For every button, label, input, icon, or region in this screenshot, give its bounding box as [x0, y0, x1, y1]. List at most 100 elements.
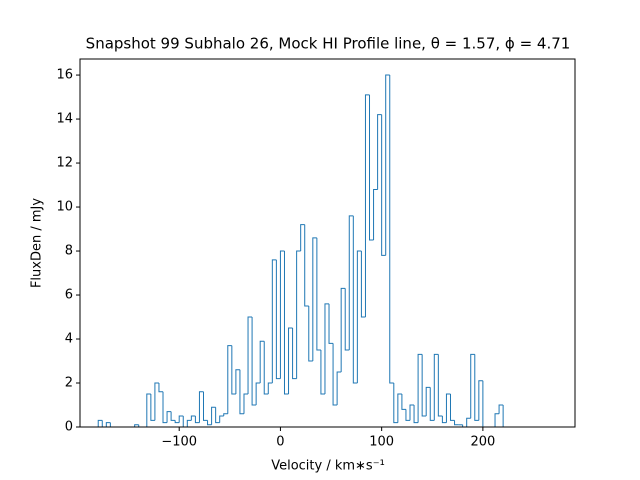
histogram-step: [154, 382, 159, 421]
histogram-step: [105, 422, 111, 427]
histogram-step: [316, 237, 321, 351]
histogram-step: [389, 75, 394, 384]
histogram-step: [275, 259, 281, 380]
y-tick-label: 6: [65, 288, 73, 303]
histogram-step: [263, 341, 269, 395]
histogram-step: [235, 369, 240, 395]
histogram-step: [413, 405, 419, 424]
histogram-step: [328, 303, 334, 344]
histogram-step: [101, 420, 107, 428]
y-tick-label: 2: [65, 376, 73, 391]
histogram-step: [162, 391, 168, 424]
histogram-step: [279, 250, 285, 379]
histogram-step: [223, 413, 228, 417]
histogram-step: [336, 371, 342, 406]
histogram-step: [494, 413, 500, 427]
histogram-step: [360, 251, 366, 318]
y-tick-label: 10: [56, 200, 73, 215]
histogram-step: [219, 415, 224, 423]
histogram-step: [369, 94, 374, 241]
histogram-step: [174, 420, 180, 424]
histogram-step: [437, 354, 443, 417]
histogram-step: [449, 394, 455, 421]
histogram-step: [356, 250, 362, 384]
histogram-step: [393, 383, 398, 424]
histogram-step: [421, 354, 427, 417]
histogram-step: [300, 224, 305, 252]
histogram-step: [158, 383, 164, 393]
histogram-step: [332, 343, 338, 406]
histogram-step: [247, 316, 253, 395]
plot-frame: [79, 58, 576, 428]
histogram-step: [445, 393, 451, 423]
histogram-step: [385, 74, 390, 256]
x-tick-label: 200: [470, 435, 495, 450]
histogram-step: [292, 328, 297, 380]
x-axis-label: Velocity / km∗s⁻¹: [271, 459, 385, 474]
histogram-step: [231, 345, 236, 395]
histogram-step: [340, 287, 346, 373]
histogram-step: [425, 386, 431, 417]
histogram-step: [227, 345, 232, 414]
histogram-step: [498, 404, 504, 414]
histogram-step: [239, 369, 244, 415]
histogram-step: [255, 382, 261, 406]
histogram-step: [409, 404, 415, 421]
histogram-step: [202, 391, 208, 421]
histogram-step: [304, 224, 309, 307]
histogram-step: [478, 380, 483, 421]
histogram-step: [97, 419, 103, 427]
histogram-step: [134, 424, 139, 427]
histogram-step: [429, 387, 435, 421]
histogram-step: [251, 317, 257, 406]
histogram-step: [405, 409, 410, 421]
y-tick-label: 16: [56, 68, 73, 83]
histogram-step: [166, 411, 172, 423]
histogram-step: [373, 188, 378, 241]
chart-title: Snapshot 99 Subhalo 26, Mock HI Profile …: [86, 35, 571, 53]
histogram-step: [259, 340, 265, 384]
histogram-step: [267, 382, 273, 395]
histogram-step: [320, 350, 325, 395]
histogram-step: [377, 114, 382, 190]
histogram-step: [401, 394, 406, 410]
histogram-step: [243, 393, 249, 414]
histogram-step: [482, 380, 487, 428]
histogram-step: [215, 407, 220, 424]
histogram-step: [109, 422, 115, 428]
histogram-step: [182, 416, 188, 428]
histogram-step: [283, 251, 289, 395]
histogram-step: [288, 327, 293, 395]
histogram-step: [190, 415, 196, 421]
histogram-step: [150, 394, 155, 421]
y-tick-label: 4: [65, 332, 73, 347]
histogram-step: [186, 419, 192, 427]
histogram-step: [296, 250, 301, 379]
histogram-step: [211, 406, 216, 425]
y-tick-label: 12: [56, 156, 73, 171]
histogram-step: [381, 114, 386, 256]
histogram-step: [364, 94, 370, 318]
histogram-step: [348, 215, 354, 351]
histogram-step: [344, 288, 350, 351]
histogram-step: [474, 354, 479, 421]
histogram-step: [178, 415, 184, 423]
histogram-step: [466, 417, 471, 427]
histogram-step: [312, 237, 317, 362]
histogram-step: [470, 353, 475, 419]
x-tick-label: 0: [276, 435, 284, 450]
histogram-step: [271, 259, 277, 384]
histogram-step: [454, 420, 459, 426]
histogram-step: [207, 420, 212, 426]
histogram-step: [146, 393, 151, 427]
histogram-step: [324, 303, 330, 395]
histogram-step: [352, 215, 358, 384]
y-tick-label: 0: [65, 420, 73, 435]
x-tick-label: 100: [369, 435, 394, 450]
y-tick-label: 8: [65, 244, 73, 259]
histogram-step: [170, 411, 176, 421]
histogram-step: [308, 306, 313, 362]
histogram-step: [433, 353, 439, 421]
histogram-step: [417, 353, 423, 423]
